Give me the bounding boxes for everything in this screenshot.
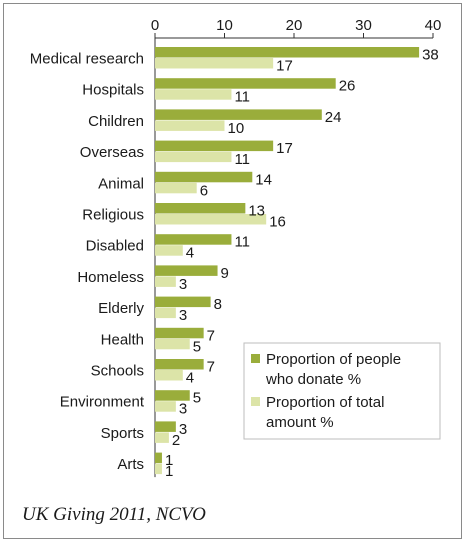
category-label: Schools <box>91 363 144 380</box>
data-label: 6 <box>200 182 208 199</box>
data-label: 38 <box>422 47 439 64</box>
data-label: 2 <box>172 432 180 449</box>
data-label: 3 <box>179 276 187 293</box>
category-label: Animal <box>98 175 144 192</box>
category-label: Environment <box>60 394 145 411</box>
bar <box>155 338 190 350</box>
category-label: Sports <box>101 425 144 442</box>
legend-label: who donate % <box>265 371 361 388</box>
x-tick-label: 40 <box>425 17 442 34</box>
data-label: 11 <box>234 89 250 106</box>
bar <box>155 47 420 58</box>
legend-label: Proportion of people <box>266 351 401 368</box>
source-caption: UK Giving 2011, NCVO <box>22 504 206 525</box>
legend-label: Proportion of total <box>266 394 384 411</box>
data-label: 4 <box>186 370 194 387</box>
data-label: 3 <box>179 401 187 418</box>
bar <box>155 452 162 464</box>
bar <box>155 359 204 370</box>
bar <box>155 307 176 319</box>
bars <box>155 47 420 475</box>
bar <box>155 120 225 131</box>
data-label: 10 <box>228 120 245 137</box>
bar <box>155 109 322 120</box>
legend-box <box>243 342 441 440</box>
x-tick-label: 10 <box>216 17 233 34</box>
bar <box>155 214 267 225</box>
data-label: 17 <box>276 58 293 75</box>
bar <box>155 245 183 256</box>
data-label: 5 <box>193 338 201 355</box>
data-label: 13 <box>248 203 265 220</box>
bar <box>155 276 176 287</box>
bar <box>155 421 176 432</box>
bar <box>155 390 190 401</box>
bar <box>155 171 253 183</box>
category-label: Religious <box>82 207 144 224</box>
data-label: 24 <box>325 109 342 126</box>
data-label: 9 <box>221 265 229 282</box>
category-label: Health <box>101 331 144 348</box>
data-label: 17 <box>276 140 293 157</box>
data-label: 8 <box>214 296 222 313</box>
data-label: 1 <box>165 452 173 469</box>
legend-swatch <box>251 354 260 363</box>
bar <box>155 463 162 475</box>
bar <box>155 58 274 69</box>
bar <box>155 327 204 339</box>
legend-label: amount % <box>266 414 334 431</box>
category-label: Disabled <box>86 238 144 255</box>
data-label: 5 <box>193 390 201 407</box>
data-label: 16 <box>269 214 286 231</box>
data-label: 3 <box>179 307 187 324</box>
category-label: Arts <box>117 456 144 473</box>
bar <box>155 140 274 152</box>
bar <box>155 78 336 89</box>
data-label: 26 <box>339 78 356 95</box>
bar <box>155 432 169 443</box>
chart-frame <box>3 3 462 539</box>
category-label: Homeless <box>77 269 144 286</box>
data-label: 4 <box>186 245 194 262</box>
x-tick-label: 0 <box>151 17 159 34</box>
bar <box>155 234 232 245</box>
data-label: 1 <box>165 463 173 480</box>
bar <box>155 151 232 163</box>
bar <box>155 89 232 100</box>
data-label: 7 <box>207 359 215 376</box>
data-label: 11 <box>234 151 250 168</box>
data-label: 14 <box>255 171 272 188</box>
legend-swatch <box>251 397 260 406</box>
bar <box>155 265 218 276</box>
bar <box>155 296 211 308</box>
bar <box>155 203 246 214</box>
data-label: 7 <box>207 327 215 344</box>
data-label: 11 <box>234 234 250 251</box>
category-label: Medical research <box>30 51 144 68</box>
data-label: 3 <box>179 421 187 438</box>
category-label: Overseas <box>80 144 144 161</box>
bar <box>155 370 183 381</box>
bar <box>155 182 197 194</box>
x-tick-label: 20 <box>286 17 303 34</box>
category-label: Hospitals <box>82 82 144 99</box>
category-label: Elderly <box>98 300 144 317</box>
bar <box>155 401 176 412</box>
category-label: Children <box>88 113 144 130</box>
legend: Proportion of people who donate % Proporti… <box>243 342 441 440</box>
x-tick-label: 30 <box>355 17 372 34</box>
